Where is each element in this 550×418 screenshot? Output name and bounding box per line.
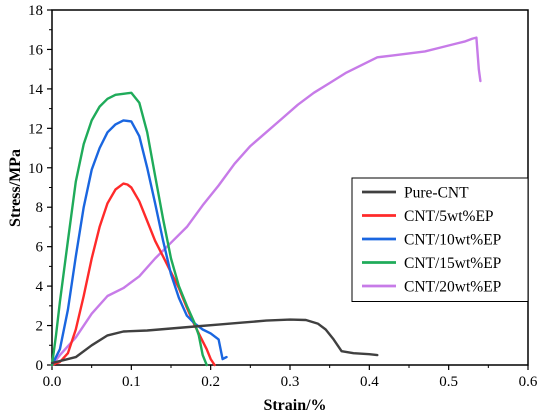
y-tick-label: 10 bbox=[28, 161, 43, 177]
x-axis-title: Strain/% bbox=[263, 397, 326, 414]
x-tick-label: 0.5 bbox=[439, 374, 458, 390]
y-tick-label: 16 bbox=[28, 42, 44, 58]
series-line-2 bbox=[50, 119, 228, 367]
x-tick-label: 0.6 bbox=[519, 374, 538, 390]
y-tick-label: 6 bbox=[36, 240, 44, 256]
x-axis-ticks: 0.0 0.1 0.2 0.3 0.4 0.5 0.6 bbox=[43, 365, 538, 390]
legend-label: CNT/5wt%EP bbox=[404, 208, 494, 225]
x-tick-label: 0.1 bbox=[122, 374, 141, 390]
series-line-0 bbox=[50, 318, 379, 365]
x-tick-label: 0.0 bbox=[43, 374, 62, 390]
legend: Pure-CNT CNT/5wt%EP CNT/10wt%EP CNT/15wt%EP… bbox=[351, 177, 529, 302]
y-tick-label: 0 bbox=[36, 358, 44, 374]
y-tick-label: 14 bbox=[28, 82, 44, 98]
legend-label: CNT/10wt%EP bbox=[404, 232, 501, 249]
legend-label: CNT/20wt%EP bbox=[404, 279, 501, 296]
y-tick-label: 12 bbox=[28, 121, 43, 137]
legend-label: CNT/15wt%EP bbox=[404, 255, 501, 272]
y-tick-label: 4 bbox=[36, 279, 44, 295]
y-tick-label: 18 bbox=[28, 3, 43, 19]
y-axis-ticks: 0 2 4 6 8 10 12 14 16 18 bbox=[28, 3, 52, 374]
y-tick-label: 8 bbox=[36, 200, 44, 216]
series-layer bbox=[50, 36, 482, 367]
y-tick-label: 2 bbox=[36, 319, 44, 335]
x-tick-label: 0.4 bbox=[360, 374, 379, 390]
x-tick-label: 0.3 bbox=[281, 374, 300, 390]
x-tick-label: 0.2 bbox=[201, 374, 220, 390]
series-line-3 bbox=[50, 91, 208, 367]
y-axis-title: Stress/MPa bbox=[7, 149, 24, 227]
legend-label: Pure-CNT bbox=[404, 185, 469, 202]
series-line-4 bbox=[50, 36, 482, 367]
